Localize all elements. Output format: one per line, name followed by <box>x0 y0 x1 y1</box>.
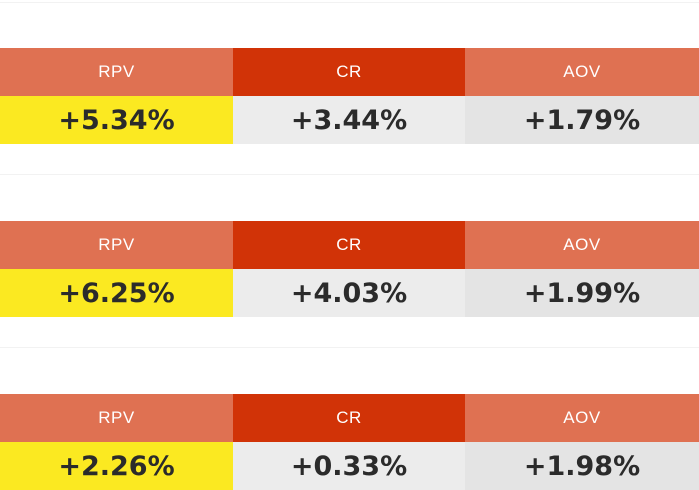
rpv-header: RPV <box>0 221 233 269</box>
header-row: RPV CR AOV <box>0 48 699 96</box>
aov-header: AOV <box>465 48 699 96</box>
header-row: RPV CR AOV <box>0 221 699 269</box>
value-row: +6.25% +4.03% +1.99% <box>0 269 699 317</box>
aov-header: AOV <box>465 221 699 269</box>
aov-value: +1.99% <box>465 269 699 317</box>
cr-value: +3.44% <box>233 96 465 144</box>
aov-header: AOV <box>465 394 699 442</box>
cr-value: +0.33% <box>233 442 465 490</box>
cr-header: CR <box>233 48 465 96</box>
cr-header: CR <box>233 221 465 269</box>
value-row: +5.34% +3.44% +1.79% <box>0 96 699 144</box>
section-divider <box>0 174 699 175</box>
section-divider <box>0 347 699 348</box>
metrics-table-3: RPV CR AOV +2.26% +0.33% +1.98% <box>0 394 699 490</box>
aov-value: +1.98% <box>465 442 699 490</box>
rpv-value: +5.34% <box>0 96 233 144</box>
cr-value: +4.03% <box>233 269 465 317</box>
value-row: +2.26% +0.33% +1.98% <box>0 442 699 490</box>
section-divider <box>0 2 699 3</box>
header-row: RPV CR AOV <box>0 394 699 442</box>
aov-value: +1.79% <box>465 96 699 144</box>
metrics-table-1: RPV CR AOV +5.34% +3.44% +1.79% <box>0 48 699 144</box>
rpv-header: RPV <box>0 48 233 96</box>
cr-header: CR <box>233 394 465 442</box>
rpv-header: RPV <box>0 394 233 442</box>
rpv-value: +6.25% <box>0 269 233 317</box>
rpv-value: +2.26% <box>0 442 233 490</box>
metrics-table-2: RPV CR AOV +6.25% +4.03% +1.99% <box>0 221 699 317</box>
